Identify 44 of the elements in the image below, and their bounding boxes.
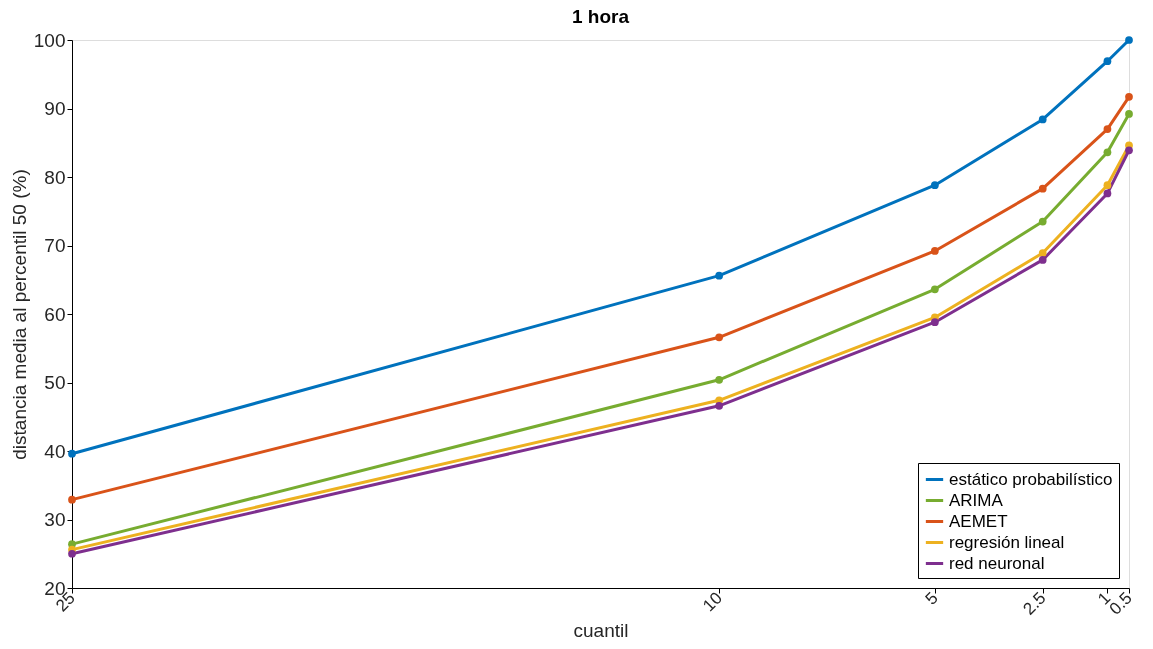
x-tick-label: 5 xyxy=(921,588,942,609)
point xyxy=(715,271,724,280)
y-tick-label: 80 xyxy=(44,166,66,188)
point xyxy=(68,495,76,504)
point xyxy=(1103,57,1112,66)
y-axis-title: distancia media al percentil 50 (%) xyxy=(8,169,30,460)
point xyxy=(930,318,939,327)
y-tick-label: 100 xyxy=(33,29,66,51)
point xyxy=(715,401,724,410)
chart-title: 1 hora xyxy=(571,6,630,27)
point xyxy=(1125,110,1133,118)
y-tick-label: 70 xyxy=(44,235,66,256)
point xyxy=(1125,146,1133,155)
y-tick-label: 60 xyxy=(44,303,66,325)
y-tick-label: 90 xyxy=(44,98,66,119)
point xyxy=(1038,249,1047,257)
point xyxy=(930,181,939,190)
legend-label: ARIMA xyxy=(949,490,1004,510)
point xyxy=(930,285,939,294)
point xyxy=(1038,217,1047,226)
point xyxy=(1038,256,1047,264)
point xyxy=(1125,92,1133,101)
x-tick-label: 10 xyxy=(699,588,727,616)
point xyxy=(68,549,76,558)
point xyxy=(68,449,76,458)
y-tick-label: 30 xyxy=(44,509,66,530)
point xyxy=(1038,184,1047,193)
legend-label: AEMET xyxy=(949,511,1008,531)
point xyxy=(1125,36,1133,44)
x-tick-label: 2.5 xyxy=(1019,588,1050,619)
x-axis-title: cuantil xyxy=(573,619,629,641)
legend-label: red neuronal xyxy=(949,553,1045,573)
legend-label: estático probabilístico xyxy=(949,469,1113,489)
legend-label: regresión lineal xyxy=(949,532,1065,552)
point xyxy=(1103,125,1112,133)
point xyxy=(1103,181,1112,190)
point xyxy=(930,247,939,255)
point xyxy=(1038,115,1047,124)
point xyxy=(715,333,724,342)
point xyxy=(715,375,724,384)
y-tick-label: 50 xyxy=(44,372,66,393)
point xyxy=(1103,148,1112,157)
y-tick-label: 40 xyxy=(44,440,66,462)
point xyxy=(1103,189,1112,198)
